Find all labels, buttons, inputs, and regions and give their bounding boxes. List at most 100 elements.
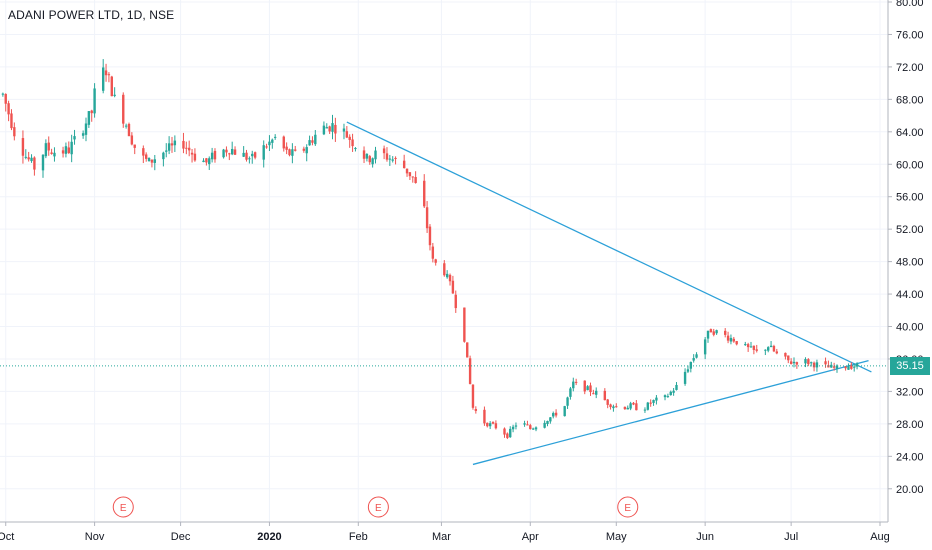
candle-body: [531, 428, 535, 430]
candle-body: [569, 388, 572, 397]
price-tick-label: 40.00: [896, 322, 924, 334]
candle-body: [726, 335, 730, 341]
candle-body: [130, 135, 134, 145]
candle-body: [807, 359, 810, 365]
candle-body: [213, 150, 217, 160]
candle-body: [248, 158, 251, 160]
candle-body: [391, 159, 394, 161]
candle-body: [144, 154, 148, 159]
candle-body: [81, 133, 85, 136]
grid-lines: [0, 0, 888, 522]
candle-body: [609, 404, 612, 408]
candle-body: [405, 168, 409, 174]
candle-body: [314, 134, 317, 145]
candle-body: [629, 403, 632, 409]
candle-body: [342, 128, 346, 132]
candle-body: [233, 149, 237, 155]
candle-body: [706, 330, 710, 339]
price-tick-label: 76.00: [896, 29, 924, 41]
candle-body: [70, 141, 73, 155]
candle-body: [486, 422, 489, 427]
candle-body: [511, 426, 515, 430]
candle-body: [855, 363, 859, 367]
candle-body: [712, 331, 715, 335]
candle-body: [735, 341, 738, 345]
candle-body: [824, 361, 827, 365]
candle-body: [202, 160, 205, 163]
time-tick-label: Oct: [0, 531, 14, 543]
candle-body: [288, 149, 291, 156]
candle-body: [775, 351, 779, 354]
candle-body: [305, 147, 308, 154]
candle-body: [44, 143, 48, 157]
candle-body: [205, 158, 208, 163]
candle-body: [474, 409, 478, 411]
candle-body: [4, 93, 7, 104]
candle-body: [325, 127, 328, 129]
candle-body: [572, 381, 575, 389]
candle-body: [50, 152, 53, 154]
candle-body: [230, 148, 234, 155]
trendline-group[interactable]: [346, 121, 872, 466]
candle-body: [208, 158, 211, 165]
candle-body: [795, 362, 799, 365]
candle-body: [729, 337, 733, 342]
candlestick-series: [1, 59, 859, 440]
candle-body: [251, 153, 254, 157]
price-tick-label: 28.00: [896, 419, 924, 431]
candle-body: [187, 147, 191, 151]
price-tick-label: 24.00: [896, 451, 924, 463]
price-axis[interactable]: 20.0024.0028.0032.0036.0040.0044.0048.00…: [887, 0, 924, 522]
candle-body: [362, 150, 366, 159]
candle-body: [271, 139, 274, 143]
candle-body: [291, 149, 294, 156]
candle-body: [142, 148, 145, 156]
candle-body: [514, 425, 518, 427]
earnings-marker: [617, 496, 639, 518]
candle-body: [33, 157, 36, 170]
candle-body: [374, 150, 377, 160]
candle-body: [623, 406, 627, 410]
candle-body: [543, 422, 546, 428]
earnings-marker-label: E: [375, 503, 382, 514]
candle-body: [268, 141, 271, 146]
candle-body: [382, 148, 386, 154]
candle-body: [506, 433, 509, 438]
time-tick-label: Feb: [349, 531, 368, 543]
time-tick-label: Nov: [85, 531, 105, 543]
candle-body: [655, 397, 658, 401]
time-tick-label: Jul: [784, 531, 798, 543]
earnings-marker: [112, 496, 134, 518]
candle-body: [24, 156, 27, 158]
candle-body: [804, 359, 807, 364]
candle-body: [365, 153, 369, 159]
candle-body: [626, 407, 629, 410]
candle-body: [27, 157, 30, 160]
candle-body: [451, 280, 455, 294]
candle-body: [612, 406, 615, 409]
candle-body: [695, 354, 698, 358]
candle-body: [709, 329, 713, 333]
price-tick-label: 56.00: [896, 192, 924, 204]
candle-body: [222, 149, 225, 158]
candle-body: [414, 177, 417, 183]
candle-body: [835, 365, 839, 369]
candle-body: [285, 146, 288, 150]
candle-body: [563, 406, 566, 417]
candle-body: [764, 349, 767, 351]
candle-body: [847, 366, 850, 370]
candle-body: [503, 428, 506, 435]
candle-body: [445, 273, 449, 278]
price-tick-label: 32.00: [896, 386, 924, 398]
candle-body: [724, 330, 727, 335]
candle-body: [30, 157, 33, 162]
candle-body: [67, 147, 70, 153]
candle-body: [425, 207, 429, 229]
candle-body: [434, 259, 437, 263]
time-axis[interactable]: Oct Nov Dec 2020 Feb Mar Apr May Jun Jul Aug: [0, 521, 890, 543]
candle-body: [666, 396, 670, 398]
candle-body: [554, 412, 558, 416]
